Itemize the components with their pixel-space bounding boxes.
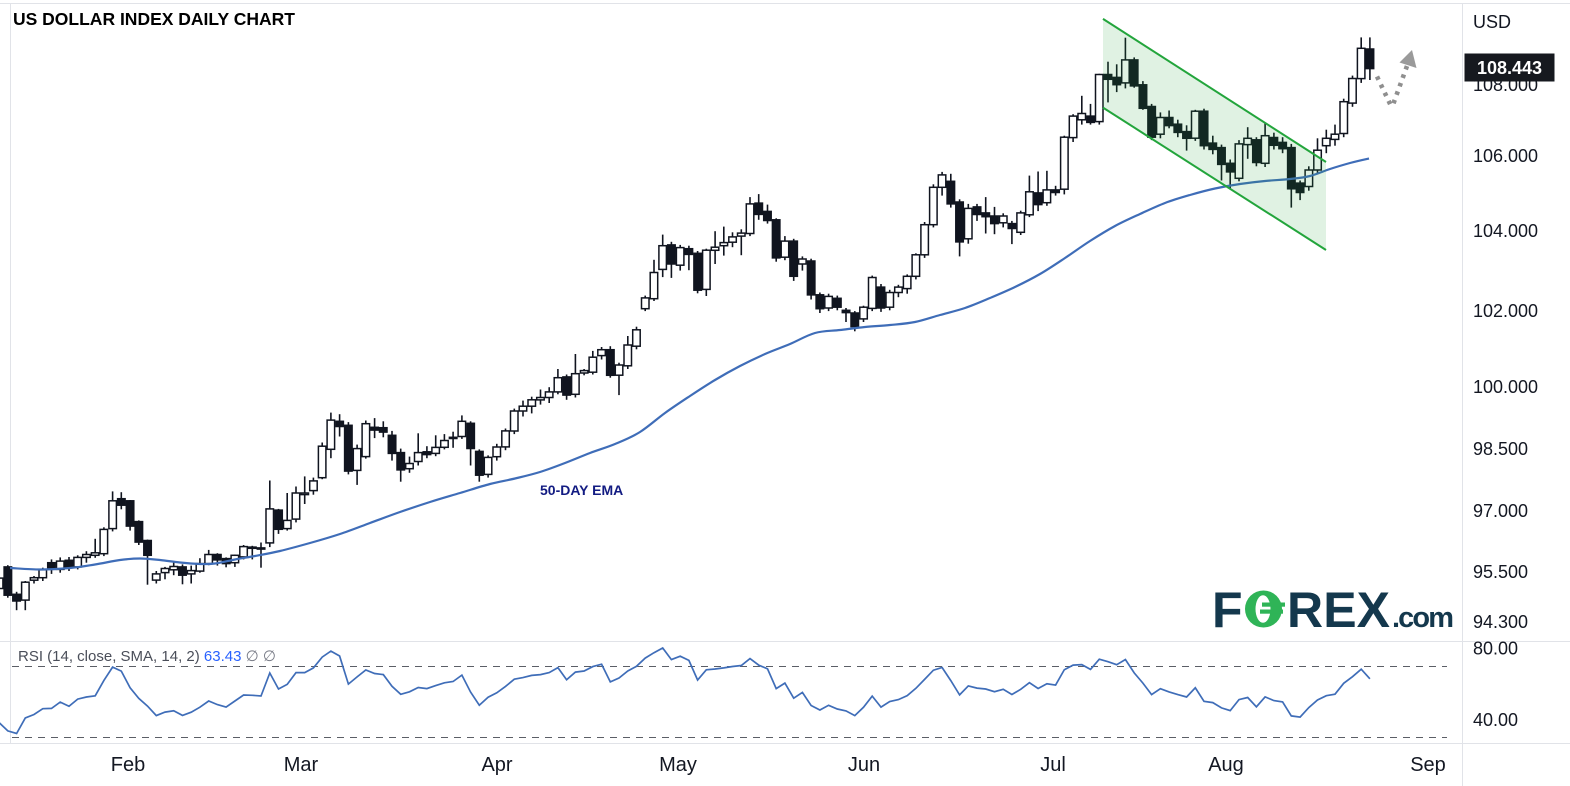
svg-text:95.500: 95.500 [1473,562,1528,582]
svg-text:Mar: Mar [284,754,319,776]
svg-text:Sep: Sep [1410,754,1446,776]
svg-text:Feb: Feb [111,754,145,776]
svg-text:REX: REX [1287,582,1390,638]
svg-text:Jun: Jun [848,754,880,776]
svg-text:Jul: Jul [1040,754,1066,776]
svg-text:100.000: 100.000 [1473,377,1538,397]
svg-text:50-DAY EMA: 50-DAY EMA [540,482,623,498]
svg-text:106.000: 106.000 [1473,146,1538,166]
svg-text:97.000: 97.000 [1473,501,1528,521]
svg-text:Apr: Apr [481,754,512,776]
svg-text:May: May [659,754,697,776]
svg-text:102.000: 102.000 [1473,301,1538,321]
svg-text:94.300: 94.300 [1473,612,1528,632]
svg-text:Aug: Aug [1208,754,1244,776]
svg-text:80.00: 80.00 [1473,639,1518,659]
svg-text:98.500: 98.500 [1473,439,1528,459]
svg-text:104.000: 104.000 [1473,221,1538,241]
svg-text:40.00: 40.00 [1473,710,1518,730]
svg-text:F: F [1212,582,1243,638]
svg-text:RSI (14, close, SMA, 14, 2) 63: RSI (14, close, SMA, 14, 2) 63.43 ∅ ∅ [18,648,276,665]
svg-text:US DOLLAR INDEX DAILY CHART: US DOLLAR INDEX DAILY CHART [13,9,295,29]
svg-text:USD: USD [1473,12,1511,32]
svg-text:.com: .com [1392,602,1454,634]
svg-text:108.443: 108.443 [1477,58,1542,78]
